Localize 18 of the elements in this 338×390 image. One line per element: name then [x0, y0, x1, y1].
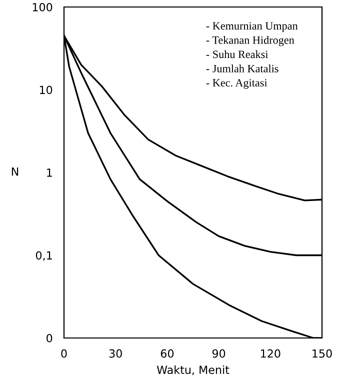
x-tick-label: 90 — [212, 349, 226, 358]
y-tick-label: 100 — [32, 2, 52, 12]
annotation: - Suhu Reaksi — [206, 50, 268, 58]
annotation: - Kec. Agitasi — [206, 79, 268, 89]
x-axis-title: Waktu, Menit — [156, 365, 230, 376]
y-tick-label: 0 — [46, 334, 52, 342]
y-tick-label: 1 — [47, 168, 52, 177]
annotation: - Kemurnian Umpan — [206, 22, 298, 32]
y-axis-title: N — [12, 167, 18, 176]
x-tick-label: 150 — [312, 349, 332, 358]
annotation: - Tekanan Hidrogen — [206, 36, 294, 46]
annotation: - Jumlah Katalis — [206, 64, 278, 72]
x-tick-label: 60 — [160, 349, 174, 358]
y-tick-label: 10 — [40, 86, 52, 94]
x-tick-label: 0 — [61, 349, 67, 358]
x-tick-label: 30 — [109, 349, 122, 358]
y-tick-label: 0,1 — [36, 251, 52, 261]
x-tick-label: 120 — [261, 349, 280, 358]
